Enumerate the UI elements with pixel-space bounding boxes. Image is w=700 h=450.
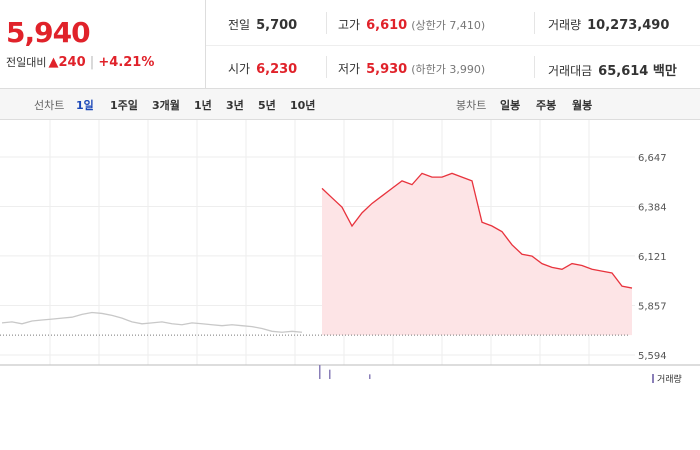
stat-value: 6,230 [256,62,298,77]
stat-value: 5,930 [366,62,408,77]
legend-swatch [652,374,654,383]
price-line [1,311,303,333]
change: 전일대비 ▲240 | +4.21% [6,55,155,70]
summary: 5,940 전일대비 ▲240 | +4.21% 전일 5,700 고가 6,610 (상한… [0,0,700,89]
chart: 5,594 5,857 6,121 6,384 6,647 거래량 [0,120,700,385]
tab-group-label: 선차트 [34,99,65,112]
y-tick-label: 6,384 [638,202,667,213]
volume-bar [329,369,331,379]
y-tick-label: 6,647 [638,153,667,164]
area-fill [322,173,632,336]
stat: 전일 5,700 [228,16,297,33]
price-line [321,172,633,289]
price: 5,940 [6,16,91,49]
tab[interactable]: 3개월 [152,99,180,112]
tab-bar: 선차트 1일 1주일 3개월 1년 3년 5년 10년 봉차트 일봉 주봉 월봉 [0,89,700,120]
tab[interactable]: 10년 [290,99,316,112]
volume-bar [369,374,371,379]
stat: 고가 6,610 (상한가 7,410) [338,16,485,33]
tab[interactable]: 주봉 [536,99,557,112]
stat-label: 시가 [228,62,251,76]
tab-group-label: 봉차트 [456,99,487,112]
stat-value: 6,610 [366,18,408,33]
stat: 거래대금 65,614 백만 [548,60,677,79]
stat-value: 10,273,490 [587,18,670,33]
y-tick-label: 5,857 [638,302,667,313]
tab[interactable]: 1년 [194,99,212,112]
price-box: 5,940 전일대비 ▲240 | +4.21% [0,0,206,88]
tab[interactable]: 1일 [76,99,94,112]
stat-value: 65,614 백만 [598,64,677,79]
stat: 저가 5,930 (하한가 3,990) [338,60,485,77]
y-tick-label: 5,594 [638,351,667,362]
stat: 시가 6,230 [228,60,297,77]
change-value: 240 [58,55,86,70]
tab[interactable]: 일봉 [500,99,521,112]
stat-note: (상한가 7,410) [411,19,486,32]
stat-label: 저가 [338,62,361,76]
stat-note: (하한가 3,990) [411,63,486,76]
tab[interactable]: 월봉 [572,99,593,112]
stat-label: 거래량 [548,18,582,32]
volume-bar [319,365,321,379]
stat-value: 5,700 [256,18,298,33]
change-label: 전일대비 [6,56,47,69]
stat: 거래량 10,273,490 [548,16,669,33]
tab[interactable]: 1주일 [110,99,138,112]
y-tick-label: 6,121 [638,252,667,263]
stat-label: 거래대금 [548,64,593,78]
stats-row: 전일 5,700 고가 6,610 (상한가 7,410) 거래량 10,273,490 [206,2,700,46]
stat-label: 고가 [338,18,361,32]
stats-row: 시가 6,230 저가 5,930 (하한가 3,990) 거래대금 65,614 백만 [206,46,700,89]
legend-label: 거래량 [657,373,682,385]
tab[interactable]: 3년 [226,99,244,112]
tab[interactable]: 5년 [258,99,276,112]
stat-label: 전일 [228,18,251,32]
change-rate: +4.21% [98,55,155,70]
